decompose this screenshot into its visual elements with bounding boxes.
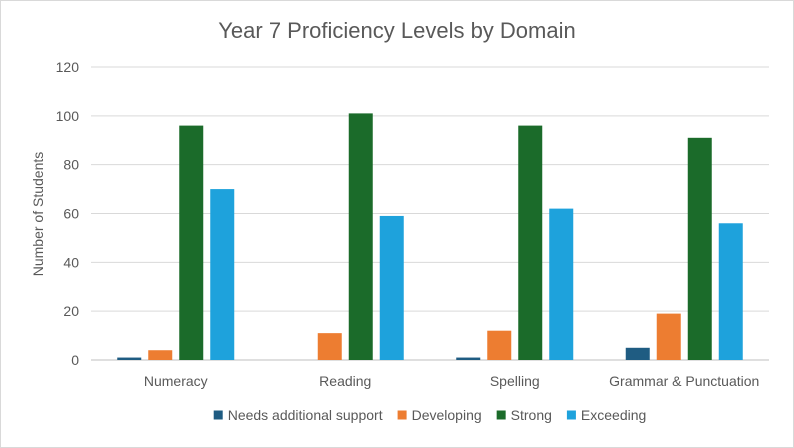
bar-developing-0 [148,350,173,360]
y-tick-label: 60 [63,206,79,222]
legend-item-exceeding: Exceeding [566,407,646,423]
bar-strong-2 [518,125,543,360]
bar-developing-2 [487,330,512,360]
legend-swatch [496,410,506,420]
legend-label: Strong [511,407,552,423]
y-tick-label: 120 [56,59,80,75]
bar-needs-additional-support-3 [625,347,650,360]
bar-strong-3 [687,137,712,360]
legend-label: Developing [412,407,482,423]
bar-developing-1 [317,333,342,360]
gridlines [91,66,769,361]
legend-swatch [397,410,407,420]
x-tick-label: Reading [319,373,371,389]
y-tick-label: 100 [56,108,80,124]
y-tick-label: 40 [63,254,79,270]
bar-exceeding-0 [210,189,235,360]
legend-label: Exceeding [581,407,646,423]
y-axis-label: Number of Students [30,152,46,277]
bar-exceeding-2 [549,208,574,360]
legend-label: Needs additional support [228,407,383,423]
y-tick-label: 80 [63,157,79,173]
bars [117,113,743,361]
chart-title: Year 7 Proficiency Levels by Domain [218,18,575,43]
bar-developing-3 [656,313,681,360]
x-tick-label: Numeracy [144,373,208,389]
y-tick-label: 20 [63,303,79,319]
legend-item-strong: Strong [496,407,552,423]
y-tick-label: 0 [71,352,79,368]
bar-needs-additional-support-0 [117,357,142,360]
legend-swatch [213,410,223,420]
bar-needs-additional-support-2 [456,357,481,360]
tick-labels: 0 20 40 60 80 100 120 Numeracy Reading Spelling Gr… [56,59,760,389]
bar-exceeding-1 [379,215,404,360]
x-tick-label: Spelling [490,373,540,389]
legend-item-needs-additional-support: Needs additional support [213,407,383,423]
legend-swatch [566,410,576,420]
bar-exceeding-3 [718,223,743,360]
bar-strong-0 [179,125,204,360]
legend: Needs additional support Developing Strong… [213,407,646,423]
x-tick-label: Grammar & Punctuation [609,373,759,389]
legend-item-developing: Developing [397,407,482,423]
bar-strong-1 [348,113,373,361]
